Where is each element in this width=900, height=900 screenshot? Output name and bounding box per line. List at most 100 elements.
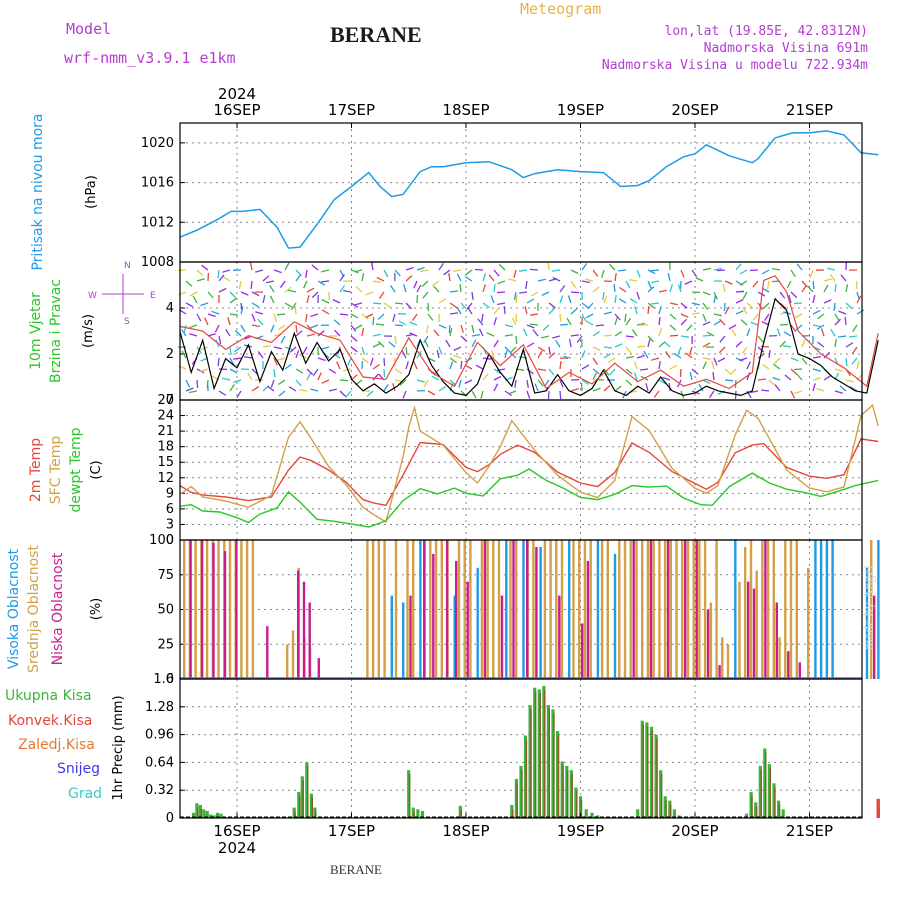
bar-precip-total (578, 796, 583, 818)
wind-arrow (718, 346, 726, 354)
bar-precip-total (212, 815, 216, 818)
wind-arrow (823, 299, 832, 304)
wind-arrow (207, 291, 214, 299)
wind-arrow (449, 290, 458, 293)
wind-arrow (361, 313, 369, 320)
wind-arrow (284, 346, 293, 351)
wind-arrow (559, 361, 562, 370)
bar-mid-cloud (635, 540, 638, 679)
wind-arrow (317, 280, 326, 286)
bar-mid-cloud (709, 602, 713, 679)
bar-precip-shade (200, 809, 202, 818)
wind-arrow (784, 374, 792, 381)
wind-arrow (746, 302, 754, 309)
wind-arrow (566, 317, 572, 326)
wind-arrow (669, 334, 679, 337)
bar-precip-total (777, 800, 781, 818)
wind-arrow (377, 340, 385, 348)
bar-precip-total (309, 793, 313, 818)
wind-arrow (812, 280, 815, 289)
wind-arrow (592, 346, 601, 351)
wind-arrow (552, 276, 561, 282)
wind-arrow (762, 363, 770, 370)
wind-arrow (365, 313, 374, 319)
wind-arrow (525, 280, 528, 289)
wind-arrow (711, 361, 715, 370)
wind-arrow (713, 294, 717, 304)
wind-arrow (311, 291, 319, 299)
wind-arrow (757, 353, 766, 359)
wind-arrow (603, 368, 610, 376)
series-line-wind-gust (179, 275, 879, 390)
wind-arrow (229, 383, 235, 392)
bar-low-cloud (632, 540, 635, 679)
y-tick-label: 0 (166, 811, 174, 826)
wind-arrow (189, 333, 198, 337)
wind-arrow (526, 379, 529, 389)
bar-mid-cloud (761, 540, 764, 679)
bar-precip-total (649, 726, 654, 818)
wind-arrow (570, 334, 579, 337)
bar-precip-shade (530, 709, 532, 818)
bar-mid-cloud (726, 644, 730, 680)
wind-arrow (273, 346, 282, 350)
wind-arrow (280, 335, 286, 344)
wind-arrow (669, 302, 678, 306)
wind-arrow (717, 357, 726, 363)
y-tick-label: 12 (157, 471, 174, 486)
wind-arrow (585, 320, 594, 326)
wind-arrow (438, 386, 447, 392)
wind-arrow (585, 278, 594, 282)
bar-precip-total (514, 778, 518, 818)
bar-low-cloud (445, 540, 449, 679)
bar-mid-cloud (675, 540, 678, 679)
bar-low-cloud (423, 540, 426, 679)
y-tick-label: 15 (157, 455, 174, 470)
wind-arrow (185, 379, 191, 388)
wind-arrow (350, 313, 359, 319)
wind-arrow (481, 313, 484, 323)
bar-low-cloud (764, 540, 767, 679)
bar-mid-cloud (515, 540, 518, 679)
compass-south: S (124, 317, 130, 327)
bar-precip-shade (460, 809, 462, 818)
wind-arrow (273, 269, 282, 274)
wind-arrow (838, 310, 847, 315)
wind-arrow (746, 328, 751, 337)
bar-precip-shade (413, 811, 415, 818)
wind-arrow (240, 324, 246, 333)
wind-arrow (614, 331, 623, 337)
wind-arrow (350, 346, 358, 353)
wind-arrow (570, 291, 580, 294)
wind-arrow (383, 383, 389, 392)
wind-arrow (852, 324, 858, 333)
bar-precip-shade (544, 690, 546, 818)
bar-precip-total (420, 811, 425, 818)
wind-arrow (526, 298, 535, 304)
x-tick-label-bottom: 17SEP (328, 822, 375, 840)
y-tick-label: 9 (166, 486, 174, 501)
bar-low-cloud (873, 595, 876, 679)
bar-precip-shade (562, 765, 564, 818)
bar-precip-total (556, 731, 560, 818)
wind-arrow (361, 327, 365, 337)
wind-arrow (295, 274, 302, 282)
wind-arrow (392, 383, 396, 392)
bar-precip-shade (760, 769, 762, 818)
wind-arrow (724, 368, 732, 375)
wind-arrow (196, 379, 199, 389)
bar-precip-shade (656, 738, 658, 818)
bar-precip-shade (765, 752, 767, 818)
wind-arrow (636, 354, 645, 359)
wind-arrow (189, 291, 198, 297)
wind-arrow (812, 324, 822, 328)
wind-arrow (504, 350, 508, 359)
bar-precip-shade (580, 800, 583, 818)
watermark: made by Angel (862, 565, 877, 650)
bar-high-cloud (402, 602, 405, 679)
wind-arrow (592, 357, 599, 365)
bar-precip-total (551, 709, 555, 818)
wind-arrow (177, 269, 187, 272)
wind-arrow (234, 346, 242, 353)
wind-arrow (339, 273, 345, 282)
